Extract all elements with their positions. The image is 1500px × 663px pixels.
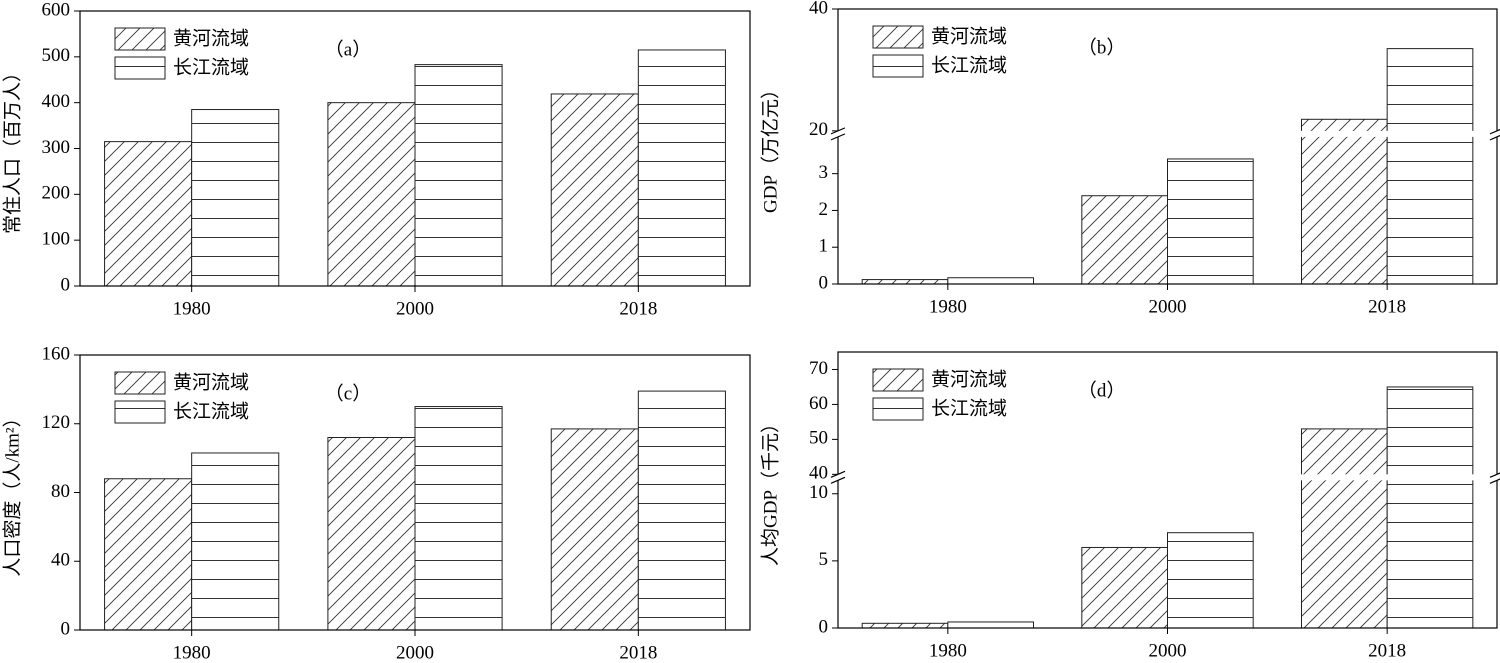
x-tick-label: 2018: [1368, 296, 1406, 317]
axis-break-mark: [1489, 472, 1500, 478]
legend-swatch: [872, 368, 924, 392]
y-tick-label: 300: [42, 137, 71, 158]
legend-label: 长江流域: [931, 55, 1007, 77]
bar: [1386, 386, 1474, 629]
plot-frame: [837, 8, 1498, 285]
y-tick-label: 160: [42, 343, 71, 364]
legend-label: 黄河流域: [173, 372, 249, 394]
y-tick-label: 0: [819, 616, 829, 637]
axis-break-mark: [830, 476, 846, 484]
x-tick-label: 2018: [619, 298, 657, 319]
axis-break-mark: [830, 133, 846, 141]
y-tick-label: 10: [809, 482, 828, 503]
bar: [104, 141, 193, 287]
y-tick-label: 3: [819, 162, 829, 183]
y-tick-label: 600: [42, 0, 71, 20]
bar: [861, 279, 949, 285]
axis-break-mark: [1489, 128, 1500, 135]
y-tick-label: 100: [42, 229, 71, 250]
x-tick-label: 2000: [396, 298, 434, 319]
bar: [1081, 546, 1168, 629]
legend-swatch: [872, 54, 924, 78]
y-tick-label: 70: [809, 358, 828, 379]
bar: [1300, 118, 1388, 285]
bar: [414, 406, 503, 631]
y-tick-label: 80: [51, 481, 70, 502]
y-tick-label: 40: [809, 463, 828, 484]
legend-label: 长江流域: [173, 57, 249, 79]
legend-label: 黄河流域: [931, 369, 1007, 391]
y-axis-label: 常住人口（百万人）: [1, 63, 23, 234]
legend-swatch: [114, 371, 166, 395]
bar: [414, 64, 503, 287]
bar: [104, 478, 193, 631]
y-tick-label: 200: [42, 183, 71, 204]
axis-break-mark: [1489, 134, 1500, 141]
bar: [191, 452, 280, 631]
axis-break-mark: [1489, 478, 1500, 484]
x-tick-label: 2000: [396, 642, 434, 663]
x-tick-label: 1980: [929, 296, 967, 317]
legend-swatch: [114, 27, 166, 51]
axis-break-gap: [826, 130, 1500, 137]
y-tick-label: 5: [819, 549, 829, 570]
bar: [637, 390, 726, 631]
y-axis-label: 人口密度（人/km²）: [1, 408, 23, 576]
legend-swatch: [114, 56, 166, 80]
y-tick-label: 50: [809, 428, 828, 449]
axis-break-gap: [826, 474, 1500, 481]
y-tick-label: 40: [51, 550, 70, 571]
panel-annotation: （c）: [325, 382, 371, 404]
panel-annotation: （a）: [325, 38, 371, 60]
bar: [550, 93, 639, 287]
bar: [1167, 532, 1254, 629]
y-tick-label: 0: [61, 618, 71, 639]
y-tick-label: 2: [819, 199, 829, 220]
x-tick-label: 1980: [173, 298, 211, 319]
bar: [327, 437, 416, 631]
panel-annotation: （d）: [1078, 379, 1126, 401]
legend-swatch: [872, 397, 924, 421]
x-tick-label: 2000: [1149, 640, 1187, 661]
y-axis-label: 人均GDP（千元）: [759, 414, 781, 566]
y-tick-label: 120: [42, 412, 71, 433]
panel-annotation: （b）: [1078, 36, 1126, 58]
plot-frame: [837, 351, 1498, 629]
bar: [191, 109, 280, 287]
y-tick-label: 0: [819, 272, 829, 293]
y-tick-label: 400: [42, 91, 71, 112]
y-tick-label: 20: [809, 119, 828, 140]
bar: [1081, 195, 1168, 285]
x-tick-label: 2018: [619, 642, 657, 663]
bar: [637, 49, 726, 287]
legend-label: 黄河流域: [173, 28, 249, 50]
bar: [327, 102, 416, 287]
bar: [947, 277, 1035, 285]
x-tick-label: 1980: [173, 642, 211, 663]
bar: [947, 621, 1035, 629]
y-tick-label: 0: [61, 274, 71, 295]
y-tick-label: 1: [819, 236, 829, 257]
y-axis-label: GDP（万亿元）: [759, 80, 781, 213]
bar: [1167, 158, 1254, 285]
y-tick-label: 40: [809, 0, 828, 18]
legend-label: 黄河流域: [931, 26, 1007, 48]
y-tick-label: 500: [42, 45, 71, 66]
legend-swatch: [872, 25, 924, 49]
legend-label: 长江流域: [173, 401, 249, 423]
y-tick-label: 60: [809, 393, 828, 414]
legend-swatch: [114, 400, 166, 424]
bar: [861, 622, 949, 629]
bar: [550, 428, 639, 631]
x-tick-label: 2018: [1368, 640, 1406, 661]
bar: [1300, 428, 1388, 629]
x-tick-label: 2000: [1149, 296, 1187, 317]
x-tick-label: 1980: [929, 640, 967, 661]
legend-label: 长江流域: [931, 398, 1007, 420]
bar: [1386, 48, 1474, 285]
